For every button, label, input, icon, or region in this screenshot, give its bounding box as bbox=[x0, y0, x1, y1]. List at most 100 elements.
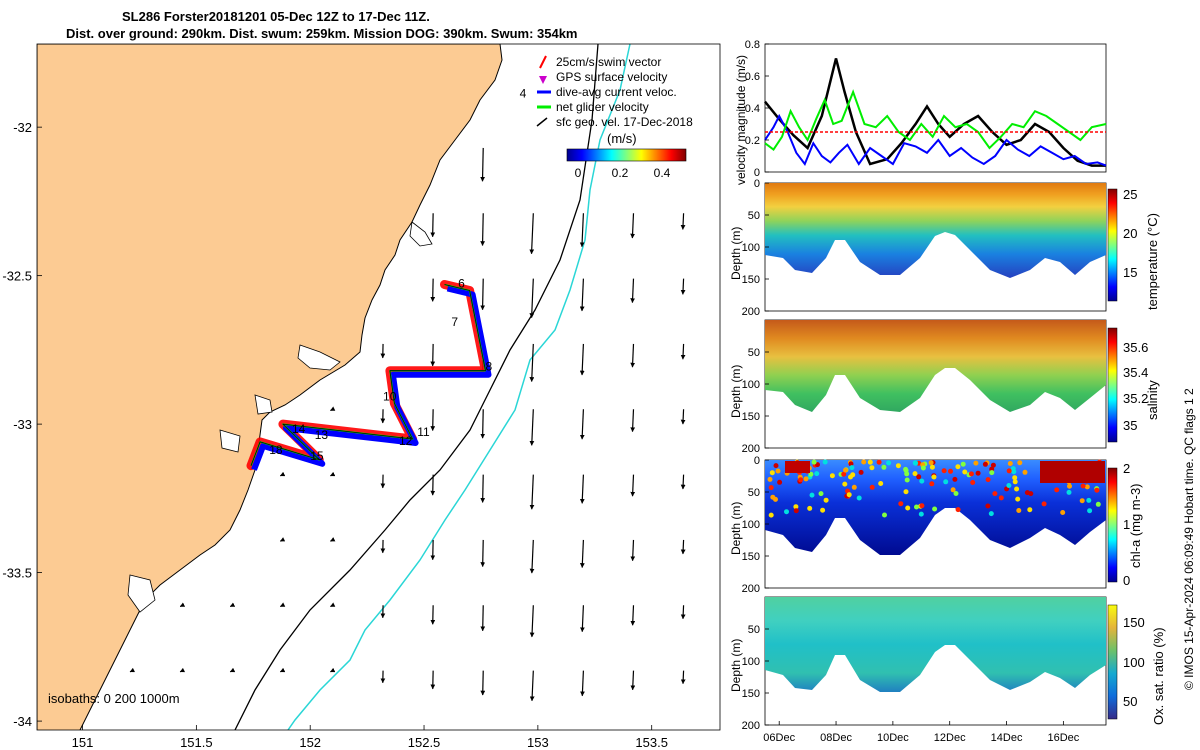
temperature-field bbox=[765, 183, 1106, 278]
sfc-geo-arrow bbox=[630, 409, 636, 433]
chl-point bbox=[1086, 497, 1092, 503]
chl-point bbox=[886, 460, 892, 466]
sfc-geo-arrow bbox=[680, 670, 686, 685]
speed-colorbar-tick-2: 0.4 bbox=[654, 166, 671, 180]
sfc-geo-arrow bbox=[680, 278, 686, 295]
salinity-y-ticks: 50 100 150 200 bbox=[742, 347, 769, 455]
chl-point bbox=[895, 463, 901, 469]
salinity-field bbox=[765, 320, 1106, 412]
salinity-ylabel: Depth (m) bbox=[729, 365, 743, 418]
map-estuary bbox=[409, 221, 433, 247]
chl-point bbox=[1007, 461, 1013, 466]
legend-gps-mark bbox=[539, 76, 547, 84]
sfc-geo-arrow bbox=[579, 539, 585, 568]
sfc-geo-arrow bbox=[529, 605, 535, 638]
depth-y-tick-label: 0 bbox=[754, 178, 760, 190]
sfc-geo-arrow bbox=[580, 605, 585, 633]
depth-y-tick-label: 100 bbox=[742, 379, 760, 391]
chl-point bbox=[932, 506, 938, 512]
sfc-geo-arrow bbox=[430, 213, 436, 238]
sfc-geo-arrow bbox=[579, 343, 585, 376]
chl-point bbox=[823, 497, 829, 503]
sfc-geo-arrow bbox=[579, 213, 585, 248]
sfc-geo-arrow bbox=[630, 213, 635, 239]
sfc-geo-arrow bbox=[680, 539, 686, 555]
chl-point bbox=[768, 485, 774, 491]
chl-point bbox=[878, 481, 884, 486]
chl-point bbox=[990, 462, 996, 468]
sfc-geo-arrow bbox=[529, 278, 535, 319]
chl-point bbox=[841, 471, 847, 477]
map-legend: 25cm/s swim vector GPS surface velocity … bbox=[536, 55, 693, 129]
map-frame bbox=[36, 43, 721, 731]
map-lake-2 bbox=[254, 394, 273, 415]
chl-point bbox=[988, 511, 994, 517]
depth-y-tick-label: 150 bbox=[742, 411, 760, 423]
depth-y-tick-label: 50 bbox=[748, 347, 760, 359]
chl-point bbox=[1015, 496, 1021, 502]
velocity-series-line bbox=[764, 58, 1106, 167]
map-x-tick-label: 152 bbox=[299, 735, 321, 750]
oxygen-cbar-tick-0: 50 bbox=[1123, 694, 1137, 709]
chl-point bbox=[1006, 483, 1012, 488]
sfc-geo-arrow bbox=[279, 667, 286, 673]
temperature-cbar-tick-2: 25 bbox=[1123, 187, 1137, 202]
oxygen-ylabel: Depth (m) bbox=[729, 639, 743, 692]
map-y-tick-label: -33 bbox=[13, 417, 32, 432]
sfc-geo-arrow bbox=[529, 343, 535, 382]
legend-swim-vector-mark bbox=[539, 55, 547, 69]
map-lake bbox=[297, 344, 341, 371]
waypoint-label: 11 bbox=[417, 425, 430, 439]
legend-net-glider: net glider velocity bbox=[556, 100, 649, 114]
depth-y-tick-label: 50 bbox=[748, 487, 760, 499]
depth-y-tick-label: 150 bbox=[742, 688, 760, 700]
depth-y-tick-label: 100 bbox=[742, 519, 760, 531]
temperature-ylabel: Depth (m) bbox=[729, 227, 743, 280]
depth-y-tick-label: 0 bbox=[754, 455, 760, 467]
figure-title-line2: Dist. over ground: 290km. Dist. swum: 25… bbox=[66, 26, 578, 41]
chl-point bbox=[962, 469, 968, 475]
sfc-geo-arrow bbox=[579, 474, 585, 504]
chl-point bbox=[793, 504, 799, 510]
sfc-geo-arrow bbox=[480, 213, 486, 246]
chl-point bbox=[918, 511, 924, 517]
legend-swim-vector: 25cm/s swim vector bbox=[556, 55, 661, 69]
map-x-tick-label: 151.5 bbox=[180, 735, 213, 750]
depth-y-tick-label: 200 bbox=[742, 443, 760, 455]
chl-point bbox=[941, 468, 947, 474]
map-x-tick-label: 153 bbox=[527, 735, 549, 750]
depth-y-tick-label: 200 bbox=[742, 583, 760, 595]
chl-point bbox=[773, 496, 778, 502]
chl-point bbox=[809, 492, 815, 498]
sfc-geo-arrow bbox=[480, 605, 486, 632]
salinity-cbar-tick-3: 35.6 bbox=[1123, 340, 1148, 355]
sfc-geo-velocity-field bbox=[129, 147, 686, 702]
chl-point bbox=[914, 504, 919, 510]
chl-point bbox=[929, 464, 935, 470]
temperature-panel: 0 50 100 150 200 Depth (m) 15 20 25 temperat… bbox=[729, 178, 1160, 318]
chl-point bbox=[985, 503, 991, 509]
temperature-colorbar bbox=[1107, 188, 1118, 302]
chl-point bbox=[1041, 501, 1047, 507]
time-x-tick-label: 16Dec bbox=[1047, 732, 1079, 744]
sfc-geo-arrow bbox=[279, 537, 286, 542]
map-land bbox=[37, 44, 503, 730]
chl-point bbox=[955, 507, 961, 513]
chl-point bbox=[1087, 508, 1093, 514]
speed-colorbar-label: (m/s) bbox=[607, 131, 637, 146]
chl-point bbox=[1017, 460, 1023, 466]
chl-point bbox=[973, 460, 979, 466]
depth-y-tick-label: 50 bbox=[748, 210, 760, 222]
waypoint-labels: 4 6 7 8 10 11 12 13 14 15 18 bbox=[269, 86, 526, 462]
chl-point bbox=[1054, 487, 1060, 493]
chl-point bbox=[1060, 510, 1066, 515]
map-lake-4 bbox=[127, 574, 156, 613]
chl-point bbox=[851, 484, 857, 490]
sfc-geo-arrow bbox=[580, 670, 585, 697]
chl-point bbox=[1014, 486, 1020, 492]
sfc-geo-arrow bbox=[179, 667, 186, 673]
chl-point bbox=[1095, 501, 1101, 507]
sfc-geo-arrow bbox=[630, 605, 636, 626]
chl-point bbox=[869, 465, 875, 471]
legend-gps-velocity: GPS surface velocity bbox=[556, 70, 667, 84]
